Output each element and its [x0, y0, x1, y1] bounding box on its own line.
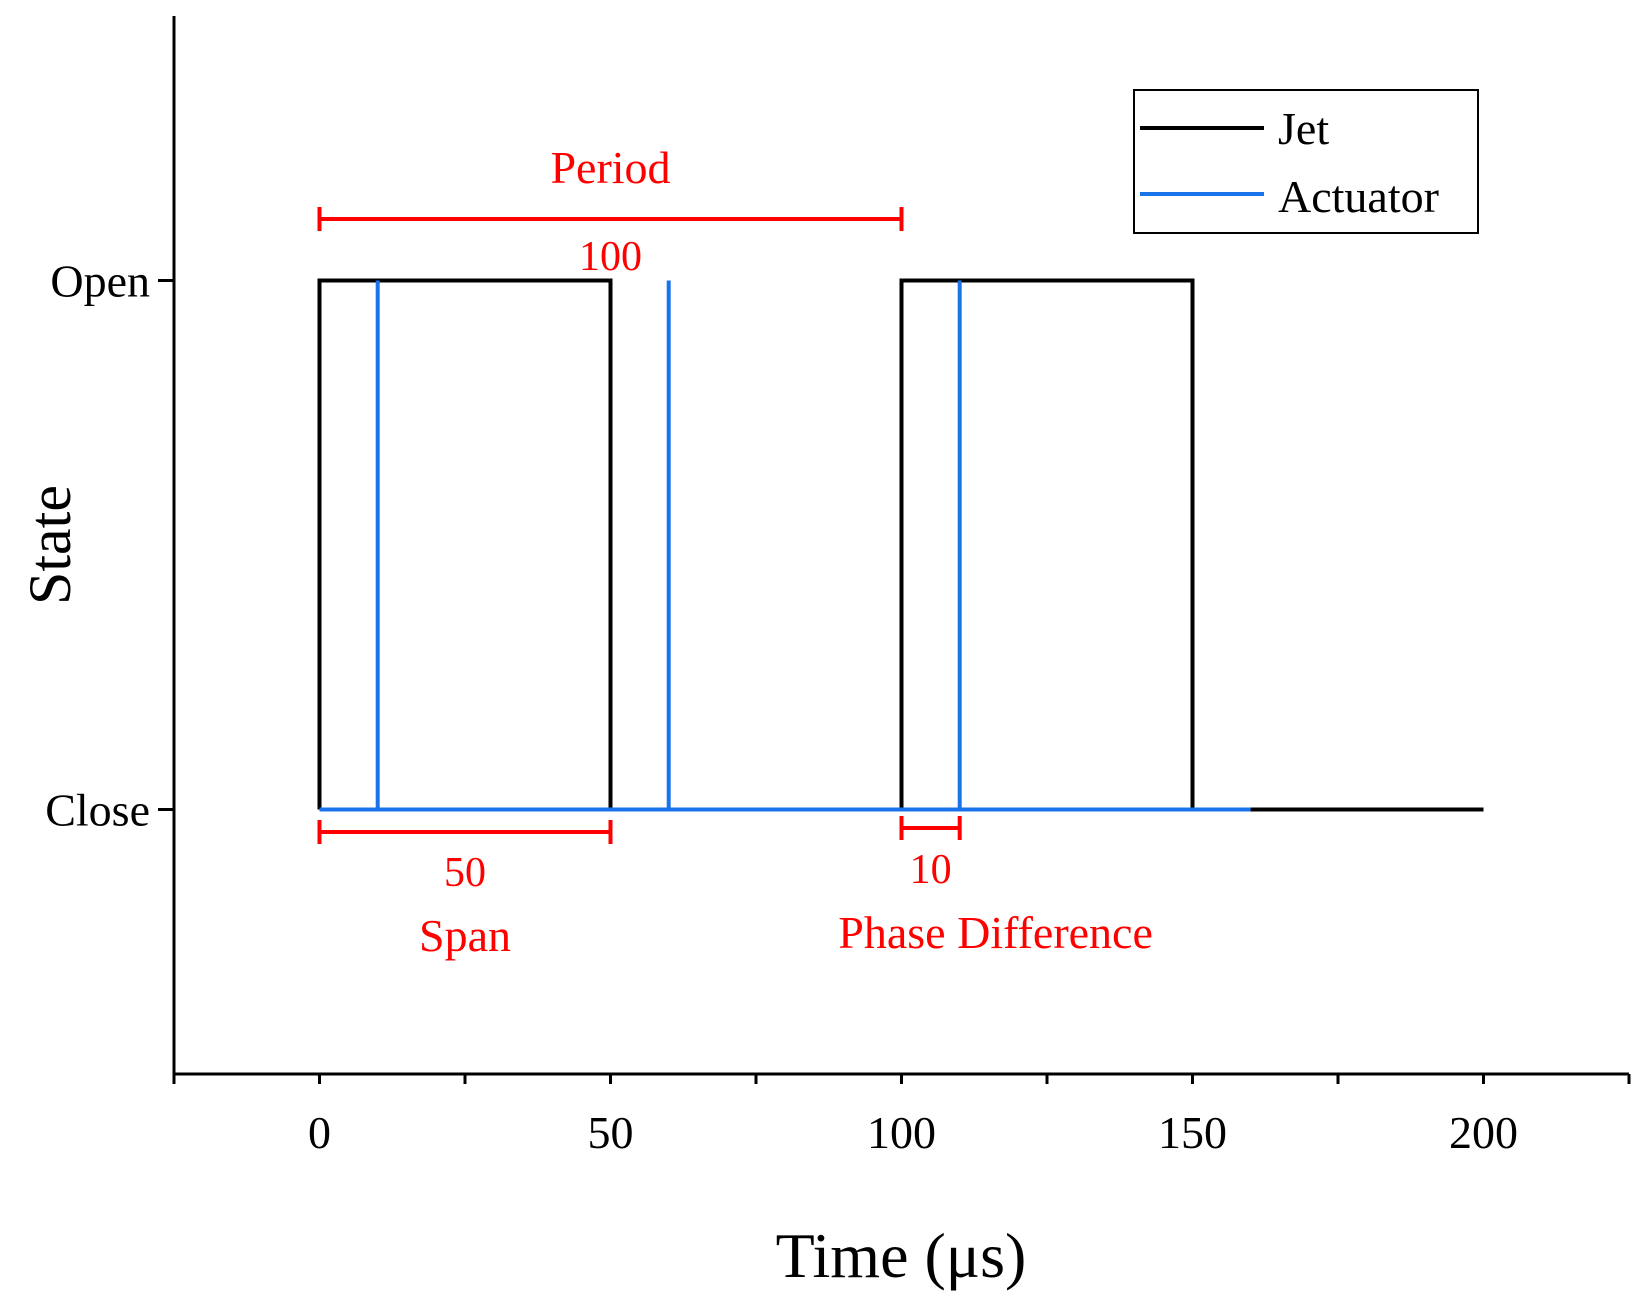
phase-label: Phase Difference [838, 907, 1153, 958]
x-tick-label: 100 [867, 1107, 936, 1158]
x-tick-label: 200 [1449, 1107, 1518, 1158]
phase-value: 10 [910, 847, 952, 893]
x-axis-title: Time (μs) [776, 1220, 1027, 1291]
period-bracket [317, 207, 904, 231]
axes: 0 50 100 150 200 Close Open [45, 16, 1631, 1158]
legend-label-actuator: Actuator [1278, 171, 1439, 222]
phase-bracket [899, 816, 962, 840]
y-tick-label: Open [50, 256, 150, 307]
x-tick-label: 0 [308, 1107, 331, 1158]
x-tick-label: 50 [588, 1107, 634, 1158]
span-label: Span [419, 910, 511, 961]
period-value: 100 [579, 234, 642, 280]
y-axis-title: State [17, 485, 83, 605]
period-label: Period [550, 142, 670, 193]
series-line-jet [317, 278, 1484, 812]
y-axis-ticks [158, 279, 174, 811]
y-axis-tick-labels: Close Open [45, 256, 150, 836]
x-axis-tick-labels: 0 50 100 150 200 [308, 1107, 1518, 1158]
legend-box [1133, 89, 1479, 234]
series-layer [317, 278, 1484, 812]
span-value: 50 [444, 850, 486, 896]
series-line-actuator [319, 280, 1251, 812]
y-tick-label: Close [45, 785, 150, 836]
x-tick-label: 150 [1158, 1107, 1227, 1158]
annotations: Period 100 50 Span 10 Phase Difference [317, 142, 1153, 961]
legend: Jet Actuator [1133, 89, 1479, 234]
span-bracket [317, 820, 613, 844]
x-axis-ticks [172, 1074, 1631, 1084]
legend-label-jet: Jet [1278, 103, 1329, 154]
